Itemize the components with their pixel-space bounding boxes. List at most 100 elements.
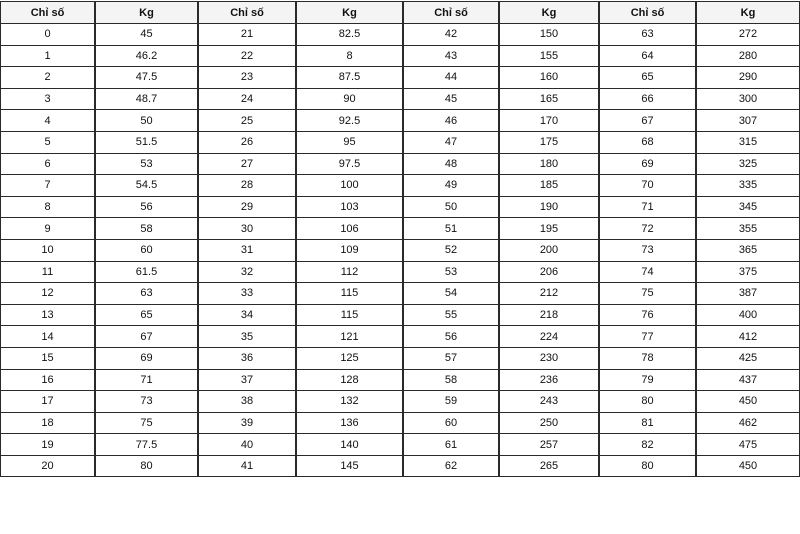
index-cell: 14: [0, 325, 96, 348]
kg-cell: 45: [94, 23, 199, 46]
kg-cell: 307: [695, 109, 800, 132]
index-cell: 56: [402, 325, 500, 348]
index-cell: 51: [402, 217, 500, 240]
index-cell: 16: [0, 368, 96, 392]
kg-cell: 90: [295, 87, 404, 111]
index-cell: 76: [598, 303, 697, 327]
index-cell: 32: [197, 260, 297, 284]
kg-cell: 121: [295, 325, 404, 348]
index-cell: 64: [598, 44, 697, 68]
index-cell: 63: [598, 23, 697, 46]
table-row: 12 63 33 115 54 212 75 387: [0, 282, 800, 305]
index-cell: 58: [402, 368, 500, 392]
kg-cell: 56: [94, 195, 199, 219]
index-cell: 24: [197, 87, 297, 111]
kg-cell: 375: [695, 260, 800, 284]
index-cell: 39: [197, 411, 297, 435]
header-kg: Kg: [498, 1, 600, 24]
table-row: 2 47.5 23 87.5 44 160 65 290: [0, 66, 800, 89]
kg-cell: 136: [295, 411, 404, 435]
table-row: 3 48.7 24 90 45 165 66 300: [0, 87, 800, 111]
table-row: 1 46.2 22 8 43 155 64 280: [0, 44, 800, 68]
table-row: 0 45 21 82.5 42 150 63 272: [0, 23, 800, 46]
index-cell: 28: [197, 174, 297, 197]
kg-cell: 69: [94, 346, 199, 370]
table-row: 16 71 37 128 58 236 79 437: [0, 368, 800, 392]
table-row: 19 77.5 40 140 61 257 82 475: [0, 433, 800, 456]
index-cell: 4: [0, 109, 96, 132]
kg-cell: 450: [695, 454, 800, 478]
index-cell: 52: [402, 238, 500, 262]
index-cell: 27: [197, 152, 297, 176]
kg-cell: 206: [498, 260, 600, 284]
kg-cell: 60: [94, 238, 199, 262]
index-cell: 81: [598, 411, 697, 435]
kg-cell: 97.5: [295, 152, 404, 176]
index-cell: 42: [402, 23, 500, 46]
index-cell: 22: [197, 44, 297, 68]
index-cell: 53: [402, 260, 500, 284]
kg-cell: 47.5: [94, 66, 199, 89]
kg-cell: 195: [498, 217, 600, 240]
index-cell: 31: [197, 238, 297, 262]
kg-cell: 425: [695, 346, 800, 370]
table-row: 7 54.5 28 100 49 185 70 335: [0, 174, 800, 197]
index-cell: 45: [402, 87, 500, 111]
kg-cell: 224: [498, 325, 600, 348]
index-cell: 75: [598, 282, 697, 305]
kg-cell: 335: [695, 174, 800, 197]
kg-cell: 125: [295, 346, 404, 370]
index-cell: 21: [197, 23, 297, 46]
table-row: 8 56 29 103 50 190 71 345: [0, 195, 800, 219]
index-cell: 36: [197, 346, 297, 370]
kg-cell: 145: [295, 454, 404, 478]
index-cell: 41: [197, 454, 297, 478]
header-kg: Kg: [295, 1, 404, 24]
kg-cell: 77.5: [94, 433, 199, 456]
kg-cell: 115: [295, 303, 404, 327]
index-cell: 50: [402, 195, 500, 219]
kg-cell: 8: [295, 44, 404, 68]
kg-cell: 165: [498, 87, 600, 111]
index-cell: 26: [197, 130, 297, 154]
kg-cell: 140: [295, 433, 404, 456]
kg-cell: 65: [94, 303, 199, 327]
index-cell: 5: [0, 130, 96, 154]
kg-cell: 200: [498, 238, 600, 262]
kg-cell: 48.7: [94, 87, 199, 111]
kg-cell: 365: [695, 238, 800, 262]
index-cell: 11: [0, 260, 96, 284]
index-cell: 12: [0, 282, 96, 305]
index-cell: 9: [0, 217, 96, 240]
kg-cell: 95: [295, 130, 404, 154]
table-row: 17 73 38 132 59 243 80 450: [0, 390, 800, 413]
index-cell: 69: [598, 152, 697, 176]
weight-index-table: Chỉ số Kg Chỉ số Kg Chỉ số Kg Chỉ số Kg 0 45 21 82…: [0, 1, 800, 478]
kg-cell: 103: [295, 195, 404, 219]
index-cell: 25: [197, 109, 297, 132]
index-cell: 23: [197, 66, 297, 89]
table-row: 9 58 30 106 51 195 72 355: [0, 217, 800, 240]
kg-cell: 160: [498, 66, 600, 89]
kg-cell: 170: [498, 109, 600, 132]
index-cell: 48: [402, 152, 500, 176]
kg-cell: 63: [94, 282, 199, 305]
kg-cell: 315: [695, 130, 800, 154]
table-row: 4 50 25 92.5 46 170 67 307: [0, 109, 800, 132]
index-cell: 29: [197, 195, 297, 219]
index-cell: 71: [598, 195, 697, 219]
kg-cell: 250: [498, 411, 600, 435]
kg-cell: 387: [695, 282, 800, 305]
table-row: 13 65 34 115 55 218 76 400: [0, 303, 800, 327]
kg-cell: 475: [695, 433, 800, 456]
kg-cell: 82.5: [295, 23, 404, 46]
table-row: 15 69 36 125 57 230 78 425: [0, 346, 800, 370]
table-row: 11 61.5 32 112 53 206 74 375: [0, 260, 800, 284]
kg-cell: 67: [94, 325, 199, 348]
kg-cell: 218: [498, 303, 600, 327]
index-cell: 6: [0, 152, 96, 176]
kg-cell: 61.5: [94, 260, 199, 284]
kg-cell: 54.5: [94, 174, 199, 197]
kg-cell: 75: [94, 411, 199, 435]
kg-cell: 325: [695, 152, 800, 176]
